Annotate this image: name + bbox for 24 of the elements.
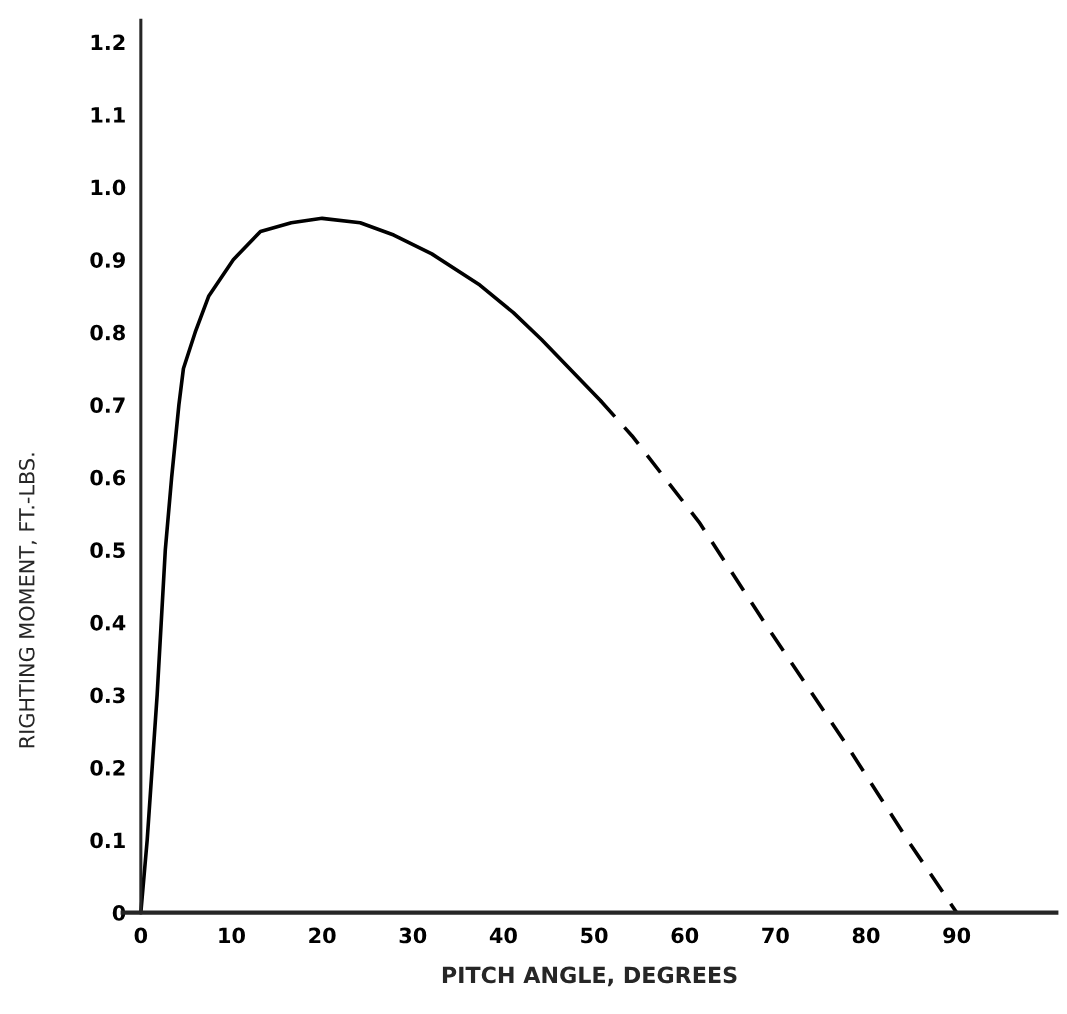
x-tick-label: 10 <box>219 927 245 944</box>
x-tick-label: 0 <box>134 927 148 944</box>
y-tick-label: 1.0 <box>91 179 126 196</box>
y-tick-label: 1.2 <box>91 34 125 50</box>
y-tick-label: 0.1 <box>90 832 125 849</box>
y-tick-label: 0.4 <box>90 614 126 631</box>
y-tick-label: 0.6 <box>90 469 126 486</box>
x-tick-label: 50 <box>581 927 608 944</box>
x-tick-label: 60 <box>671 927 699 944</box>
x-axis-title: PITCH ANGLE, DEGREES <box>442 966 737 987</box>
x-tick-label: 30 <box>399 927 427 944</box>
y-axis-title: RIGHTING MOMENT, FT.-LBS. <box>18 453 37 748</box>
x-tick-label: 70 <box>762 927 789 944</box>
x-tick-label: 20 <box>309 927 336 944</box>
y-tick-label: 0.8 <box>90 324 125 341</box>
x-tick-label: 40 <box>489 927 517 944</box>
x-tick-label: 90 <box>943 927 971 944</box>
y-tick-label: 0.5 <box>90 542 125 559</box>
x-tick-label: 80 <box>852 927 880 944</box>
y-tick-label: 0.3 <box>90 687 125 704</box>
y-tick-label: 0.7 <box>90 397 125 413</box>
y-tick-label: 0.9 <box>90 252 125 268</box>
y-tick-label: 0.2 <box>90 759 125 776</box>
y-tick-label: 1.1 <box>91 107 125 123</box>
